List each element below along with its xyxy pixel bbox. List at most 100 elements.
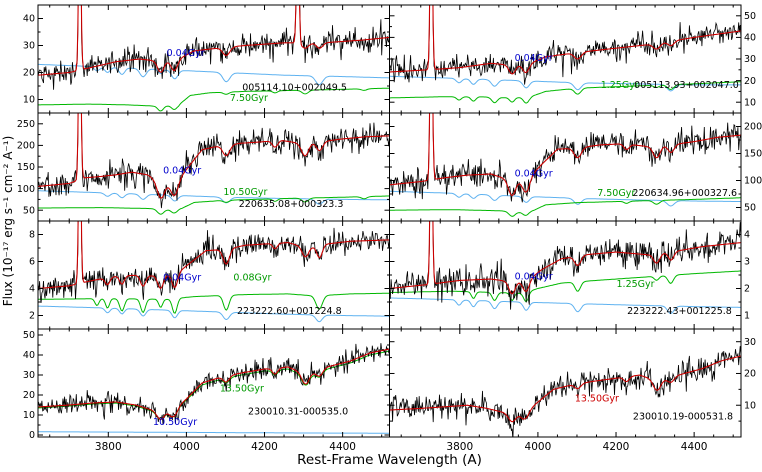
spectrum-panel: 3800 4000 4200 4400 10 20 30 13.50Gyr 230010.19-… <box>389 328 756 453</box>
template-old-curve <box>389 197 741 217</box>
model-fit-curve <box>38 113 390 199</box>
age-label: 13.50Gyr <box>575 393 619 404</box>
y-tick-label: 0 <box>29 430 35 441</box>
x-tick-label: 3800 <box>446 441 473 453</box>
object-name: 005113.93+002047.0 <box>634 80 739 91</box>
y-tick-label: 100 <box>744 176 762 187</box>
age-label: 0.04Gyr <box>163 165 201 176</box>
y-tick-label: 40 <box>23 14 35 25</box>
y-tick-label: 50 <box>23 205 35 216</box>
x-tick-label: 4000 <box>525 441 552 453</box>
y-tick-label: 40 <box>23 350 35 361</box>
y-tick-label: 40 <box>744 33 756 44</box>
x-tick-label: 3800 <box>95 441 122 453</box>
y-tick-label: 30 <box>744 337 756 348</box>
panel-border <box>389 328 742 438</box>
x-tick-label: 4400 <box>681 441 708 453</box>
spectrum-panel: 50 100 150 200 250 0.04Gyr 10.50Gyr220635.08+0… <box>17 112 390 222</box>
y-tick-label: 20 <box>744 369 756 380</box>
object-name: 223222.43+001225.8 <box>627 306 732 317</box>
age-label: 0.04Gyr <box>167 48 205 59</box>
y-tick-label: 1 <box>744 311 750 322</box>
age-label: 0.04Gyr <box>515 169 553 180</box>
y-tick-label: 50 <box>744 203 756 214</box>
template-young-curve <box>389 297 741 315</box>
model-fit-curve <box>389 221 741 295</box>
observed-spectrum-curve <box>38 221 390 303</box>
y-tick-label: 150 <box>744 149 762 160</box>
x-axis-title: Rest-Frame Wavelength (A) <box>297 452 482 468</box>
observed-spectrum-curve <box>389 346 741 437</box>
y-tick-label: 20 <box>23 68 35 79</box>
y-tick-label: 10 <box>744 400 756 411</box>
y-tick-label: 2 <box>744 284 750 295</box>
y-tick-label: 3 <box>744 257 750 268</box>
y-tick-label: 4 <box>744 230 750 241</box>
template-old-curve <box>389 81 741 104</box>
template-old-curve <box>38 292 390 314</box>
y-axis-title: Flux (10⁻¹⁷ erg s⁻¹ cm⁻² A⁻¹) <box>1 136 15 307</box>
age-label: 1.25Gyr <box>601 80 639 91</box>
template-young-curve <box>389 190 741 207</box>
y-tick-label: 30 <box>744 54 756 65</box>
y-tick-label: 100 <box>17 184 35 195</box>
model-fit-curve <box>389 355 741 423</box>
age-label: 7.50Gyr <box>230 93 268 104</box>
spectrum-panel: 10 20 30 40 50 0.04Gyr 1.25Gyr005113.93+002047… <box>389 4 756 114</box>
y-tick-label: 10 <box>744 97 756 108</box>
template-young-curve <box>38 431 390 434</box>
y-tick-label: 200 <box>744 122 762 133</box>
model-fit-curve <box>389 5 741 75</box>
age-label: 0.04Gyr <box>515 53 553 64</box>
y-tick-label: 30 <box>23 370 35 381</box>
y-tick-label: 250 <box>17 119 35 130</box>
age-label: 1.25Gyr <box>617 279 655 290</box>
template-young-curve <box>38 190 390 205</box>
observed-spectrum-curve <box>38 5 390 90</box>
age-label: 0.04Gyr <box>163 272 201 283</box>
y-tick-label: 10 <box>23 95 35 106</box>
y-tick-label: 2 <box>29 311 35 322</box>
model-fit-curve <box>38 348 390 420</box>
spectrum-panel: 2 4 6 8 0.04Gyr 0.08Gyr 223222.60+001224.8 <box>29 220 390 330</box>
age-label: 10.50Gyr <box>223 187 267 198</box>
y-tick-label: 50 <box>23 330 35 341</box>
age-label: 7.50Gyr <box>597 188 635 199</box>
object-name: 230010.19-000531.8 <box>633 412 733 423</box>
observed-spectrum-curve <box>389 5 741 85</box>
y-tick-label: 20 <box>23 390 35 401</box>
spectrum-panel: 1 2 3 4 0.04Gyr 1.25Gyr 223222.43+001225.8 <box>389 220 750 330</box>
observed-spectrum-curve <box>389 113 741 203</box>
y-tick-label: 10 <box>23 410 35 421</box>
object-name: 220634.96+000327.6 <box>632 188 737 199</box>
y-tick-label: 50 <box>744 11 756 22</box>
x-tick-label: 4000 <box>173 441 200 453</box>
age-label: 10.50Gyr <box>153 417 197 428</box>
template-young-curve <box>38 305 390 323</box>
x-tick-label: 4200 <box>251 441 278 453</box>
y-tick-label: 4 <box>29 284 35 295</box>
template-old-curve <box>38 87 390 112</box>
y-tick-label: 6 <box>29 257 35 268</box>
model-fit-curve <box>389 113 741 197</box>
object-name: 005114.10+002049.5 <box>242 82 347 93</box>
age-label: 13.50Gyr <box>220 384 264 395</box>
x-tick-label: 4400 <box>329 441 356 453</box>
model-fit-curve <box>38 221 390 290</box>
panel-border <box>389 112 742 222</box>
y-tick-label: 8 <box>29 230 35 241</box>
spectrum-panel: 50 100 150 200 0.04Gyr 7.50Gyr220634.96+00032… <box>389 112 762 222</box>
model-fit-curve <box>38 5 390 76</box>
y-tick-label: 200 <box>17 141 35 152</box>
y-tick-label: 20 <box>744 76 756 87</box>
template-young-curve <box>38 63 390 86</box>
template-old-curve <box>389 270 741 302</box>
y-tick-label: 150 <box>17 162 35 173</box>
panel-border <box>37 4 390 114</box>
object-name: 223222.60+001224.8 <box>237 306 342 317</box>
object-name: 230010.31-000535.0 <box>248 406 348 417</box>
y-tick-label: 30 <box>23 41 35 52</box>
